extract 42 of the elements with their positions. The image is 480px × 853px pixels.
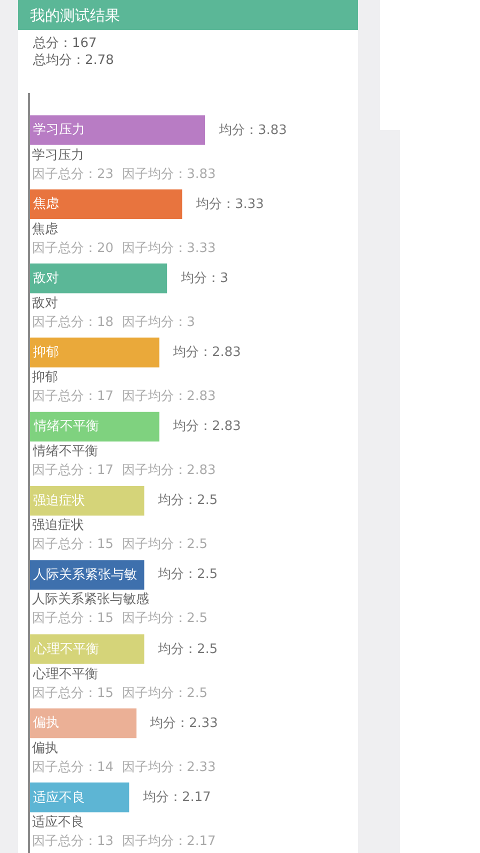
y-tick-label: 适应不良 [33,789,85,806]
chart-subtitle: 总分：167 总均分：2.78 [32,36,114,68]
data-label: 均分：2.83 [172,419,241,434]
data-label: 均分：2.5 [157,493,218,508]
bar [30,782,130,812]
annotation: 因子总分：13 因子均分：2.17 [32,834,216,849]
bar [30,115,205,145]
y-tick-label: 抑郁 [33,345,59,360]
data-label: 均分：2.5 [157,567,218,582]
y-tick-label: 情绪不平衡 [33,419,99,434]
bar [30,708,136,738]
annotation: 因子总分：14 因子均分：2.33 [32,760,216,775]
annotation: 因子总分：15 因子均分：2.5 [32,686,208,701]
annotation: 因子总分：20 因子均分：3.33 [32,241,216,256]
bar [30,634,144,664]
bar [30,486,144,516]
data-label: 均分：3.83 [218,123,287,138]
data-label: 均分：2.83 [172,345,241,360]
y-tick-label: 敌对 [33,270,59,286]
y-tick-label: 强迫症状 [33,493,85,508]
annotation: 因子总分：15 因子均分：2.5 [32,537,208,552]
bar [30,338,160,368]
y-tick-label: 人际关系紧张与敏 [33,567,137,582]
annotation: 因子总分：15 因子均分：2.5 [32,611,208,626]
annotation: 因子总分：23 因子均分：3.83 [32,167,216,182]
bar [30,264,168,294]
data-label: 均分：2.33 [149,716,218,731]
annotation: 因子总分：17 因子均分：2.83 [32,389,216,404]
annotation: 人际关系紧张与敏感 [32,592,149,607]
y-tick-label: 焦虑 [33,196,59,212]
y-tick-label: 偏执 [33,716,59,731]
chart-title: 我的测试结果 [30,6,120,24]
annotation: 因子总分：17 因子均分：2.83 [32,463,216,478]
bar [30,412,160,442]
bar [30,189,182,220]
y-tick-label: 学习压力 [33,122,85,138]
annotation: 因子总分：18 因子均分：3 [32,315,196,330]
y-tick-label: 心理不平衡 [33,641,99,658]
data-label: 均分：2.5 [157,642,218,657]
data-label: 均分：3.33 [195,197,264,212]
data-label: 均分：2.17 [142,790,211,805]
data-label: 均分：3 [180,271,228,286]
